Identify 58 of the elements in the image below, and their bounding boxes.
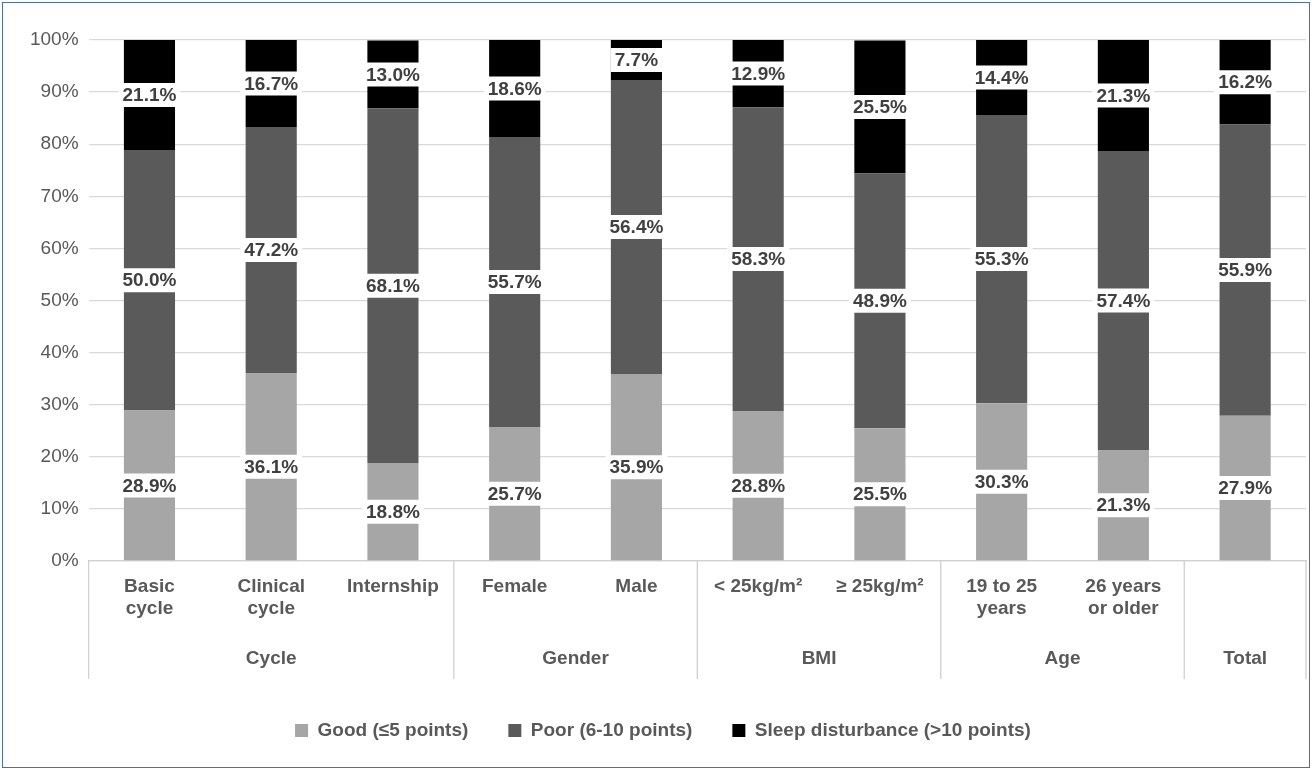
text: 25.5% (852, 483, 907, 505)
y-tick-label: 100% (29, 28, 79, 50)
text: 18.8% (366, 500, 420, 522)
legend-label: Sleep disturbance (>10 points) (754, 718, 1031, 740)
text: 50.0% (122, 269, 177, 291)
text: 28.9% (122, 474, 177, 496)
text: 55.7% (487, 271, 542, 293)
text: 27.9% (1218, 477, 1273, 499)
text: 55.9% (1218, 259, 1273, 281)
text: 55.3% (974, 248, 1029, 270)
text: 47.2% (244, 239, 299, 261)
x-tick-label: Internship (347, 574, 439, 596)
y-tick-label: 40% (40, 340, 79, 362)
text: 16.2% (1218, 71, 1273, 93)
text: 21.1% (122, 84, 177, 106)
text: Cycle (245, 647, 297, 669)
x-tick-label: Basic cycle (124, 574, 176, 619)
x-tick-label: ≥ 25kg/m² (836, 574, 924, 596)
y-tick-label: 50% (40, 288, 79, 310)
text: 68.1% (366, 274, 420, 296)
y-tick-label: 70% (40, 184, 79, 206)
text: 16.7% (244, 72, 299, 94)
text: 28.8% (731, 474, 786, 496)
text: 57.4% (1096, 289, 1151, 311)
y-tick-label: 30% (40, 392, 79, 414)
legend-label: Poor (6-10 points) (530, 718, 693, 740)
text: 21.3% (1096, 494, 1151, 516)
y-tick-label: 20% (40, 445, 79, 467)
text: 48.9% (852, 289, 907, 311)
text: 13.0% (366, 63, 420, 85)
text: 18.6% (487, 77, 542, 99)
legend-label: Good (≤5 points) (317, 718, 469, 740)
text: 7.7% (614, 49, 659, 71)
x-tick-label: 26 years or older (1085, 574, 1162, 619)
x-tick-label: Clinical cycle (237, 574, 305, 619)
text: 36.1% (244, 455, 299, 477)
text: 14.4% (974, 66, 1029, 88)
y-tick-label: 10% (40, 497, 79, 519)
text: 25.7% (487, 482, 542, 504)
y-tick-label: 80% (40, 132, 79, 154)
y-tick-label: 60% (40, 236, 79, 258)
x-tick-label: Female (481, 574, 548, 596)
text: Age (1044, 647, 1081, 669)
text: 56.4% (609, 216, 664, 238)
x-tick-label: Male (615, 574, 658, 596)
text: 21.3% (1096, 84, 1151, 106)
text: 58.3% (731, 248, 786, 270)
y-tick-label: 0% (51, 549, 79, 571)
text: BMI (801, 647, 837, 669)
text: 12.9% (731, 62, 786, 84)
x-tick-label: 19 to 25 years (966, 574, 1038, 619)
x-tick-label: < 25kg/m² (714, 574, 803, 596)
text: Gender (542, 647, 610, 669)
y-tick-label: 90% (40, 80, 79, 102)
text: Total (1223, 647, 1268, 669)
text: 30.3% (974, 470, 1029, 492)
text: 35.9% (609, 456, 664, 478)
text: 25.5% (852, 96, 907, 118)
